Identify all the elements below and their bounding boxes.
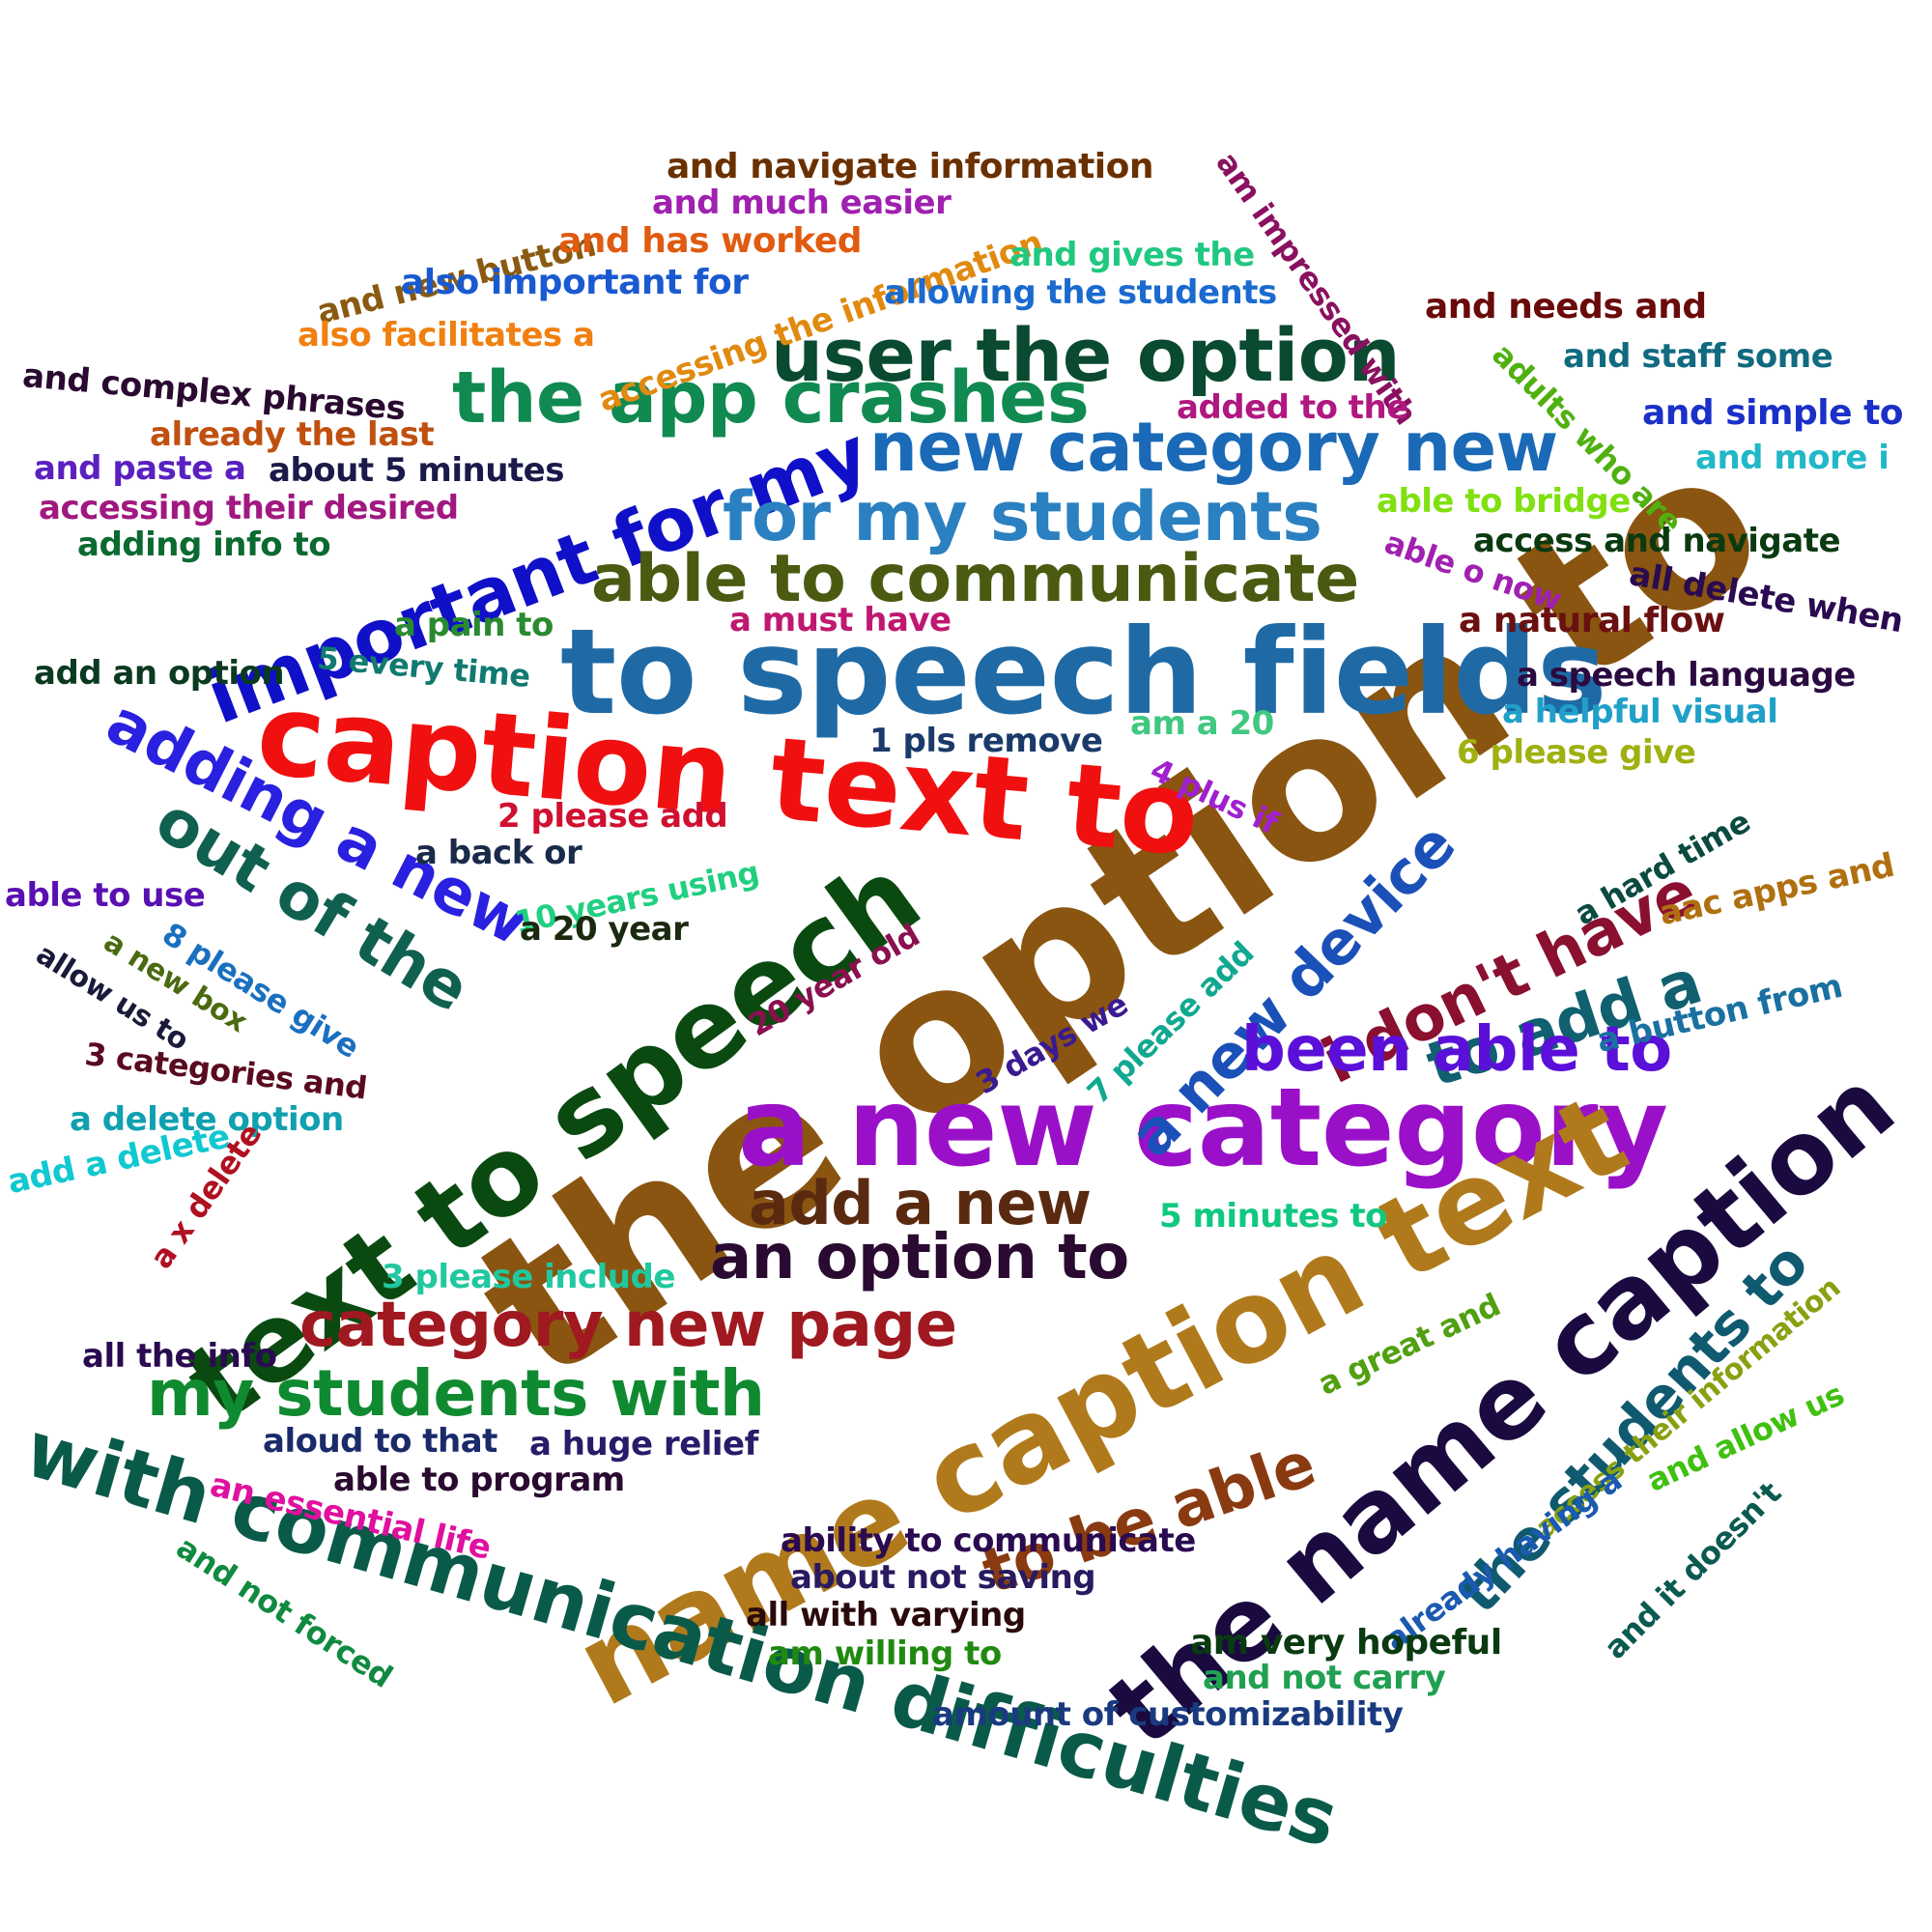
- word: 5 minutes to: [1159, 1197, 1387, 1236]
- word: ability to communicate: [781, 1521, 1196, 1560]
- word: am very hopeful: [1190, 1623, 1502, 1662]
- word: added to the: [1177, 388, 1408, 427]
- word: also facilitates a: [298, 316, 595, 355]
- word: a 20 year: [520, 910, 689, 949]
- word: about not saving: [790, 1558, 1096, 1597]
- word: and has worked: [558, 221, 863, 261]
- word: all the info: [82, 1337, 277, 1376]
- word: access and navigate: [1473, 522, 1841, 560]
- word: new category new: [869, 408, 1558, 487]
- word: and staff some: [1563, 337, 1833, 376]
- word: a delete option: [70, 1100, 344, 1139]
- word: aloud to that: [263, 1422, 497, 1461]
- word: been able to: [1241, 1014, 1672, 1086]
- word: able to bridge: [1377, 482, 1631, 521]
- word: a huge relief: [529, 1425, 758, 1463]
- word: my students with: [147, 1356, 765, 1431]
- word: amount of customizability: [932, 1695, 1404, 1734]
- word: and simple to: [1642, 393, 1904, 433]
- word: a must have: [729, 601, 952, 639]
- word: for my students: [723, 477, 1322, 556]
- word: all with varying: [746, 1596, 1026, 1634]
- word: category new page: [299, 1290, 957, 1361]
- word: 3 please include: [382, 1258, 675, 1296]
- word: and more i: [1695, 439, 1889, 477]
- word: able to program: [333, 1461, 625, 1499]
- word: 2 please add: [497, 797, 728, 836]
- word: also important for: [401, 263, 749, 302]
- word: and navigate information: [667, 147, 1154, 186]
- word: accessing their desired: [39, 489, 459, 527]
- word: a new category: [738, 1065, 1668, 1191]
- word: able to use: [5, 876, 206, 915]
- word: able to communicate: [591, 541, 1359, 617]
- word: and gives the: [1009, 236, 1255, 274]
- word: a helpful visual: [1502, 693, 1778, 731]
- word: a natural flow: [1459, 601, 1725, 640]
- word: adding info to: [77, 526, 331, 564]
- word: to speech fields: [560, 604, 1607, 741]
- word: am willing to: [768, 1634, 1002, 1673]
- word: a pain to: [394, 606, 554, 644]
- word: a back or: [415, 834, 582, 872]
- word: user the option: [771, 312, 1401, 398]
- word: an option to: [710, 1222, 1129, 1293]
- word: a speech language: [1517, 656, 1856, 695]
- word: am a 20: [1130, 704, 1274, 743]
- word: the app crashes: [452, 356, 1090, 440]
- word: about 5 minutes: [269, 451, 564, 490]
- word: 1 pls remove: [869, 722, 1103, 760]
- word: and not carry: [1203, 1659, 1446, 1697]
- word: and needs and: [1425, 287, 1707, 327]
- word: add a new: [749, 1168, 1092, 1238]
- word: and paste a: [34, 449, 246, 488]
- word: and it doesn't: [1596, 1474, 1789, 1666]
- word: add an option: [34, 654, 285, 693]
- word: 6 please give: [1457, 733, 1696, 772]
- word: already the last: [150, 415, 435, 454]
- word: allowing the students: [884, 273, 1277, 312]
- word: and much easier: [652, 184, 952, 222]
